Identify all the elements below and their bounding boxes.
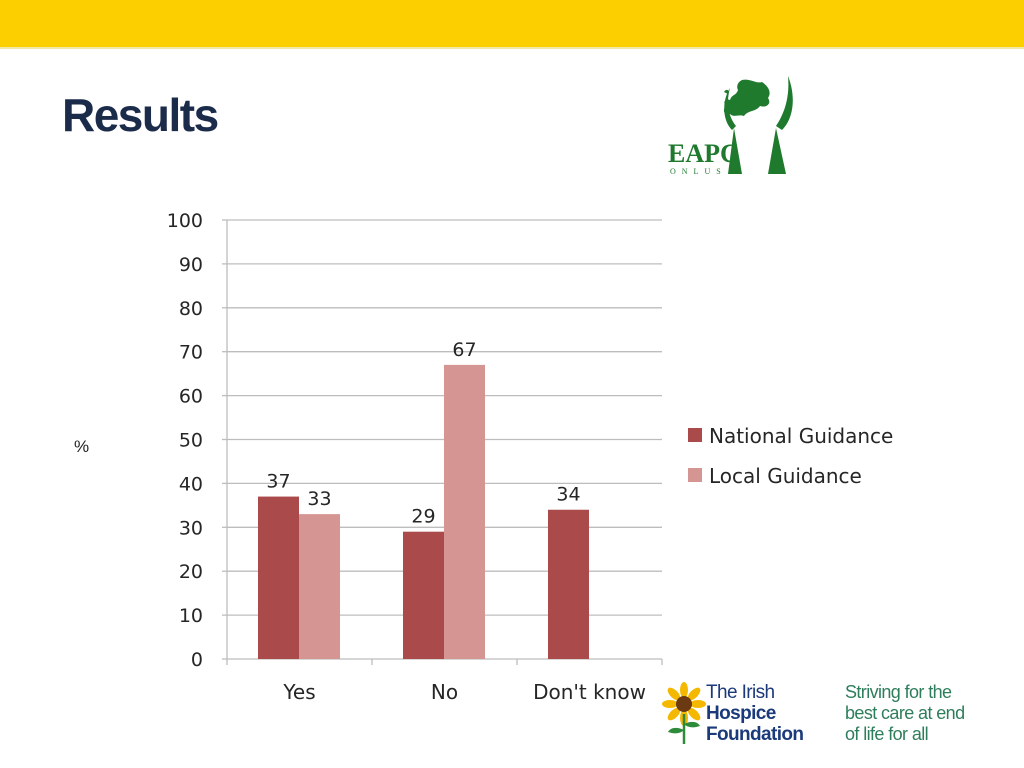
data-label: 37 [266, 471, 290, 493]
legend-label: Local Guidance [709, 464, 862, 488]
data-label: 33 [307, 488, 331, 510]
x-tick-label: No [431, 680, 458, 704]
top-accent-bar-edge [0, 47, 1024, 49]
irish-hospice-foundation-logo: The Irish Hospice Foundation Striving fo… [662, 682, 1002, 752]
x-tick-label: Don't know [533, 680, 646, 704]
data-label: 34 [556, 484, 580, 506]
y-tick-label: 70 [179, 342, 203, 364]
ihf-tagline: Striving for the best care at end of lif… [845, 682, 965, 745]
ihf-name-line1: The Irish [706, 682, 775, 703]
sunflower-icon [662, 682, 706, 746]
bar [258, 496, 299, 659]
ihf-name: The Irish Hospice Foundation [706, 682, 804, 745]
eapc-logo-subtext: ONLUS [670, 167, 727, 176]
ihf-name-line2: Hospice [706, 703, 776, 724]
ihf-name-line3: Foundation [706, 724, 804, 745]
x-tick-label: Yes [282, 680, 315, 704]
y-tick-label: 0 [191, 649, 203, 671]
top-accent-bar [0, 0, 1024, 47]
ihf-tagline-line3: of life for all [845, 724, 929, 744]
eapc-logo-graphic: EAPC ONLUS [668, 76, 793, 176]
bar [403, 531, 444, 659]
legend-swatch [688, 468, 702, 482]
y-tick-label: 10 [179, 605, 203, 627]
slide-title: Results [62, 89, 219, 141]
y-tick-label: 80 [179, 298, 203, 320]
y-tick-label: 40 [179, 473, 203, 495]
data-label: 67 [452, 339, 476, 361]
bar [548, 509, 589, 659]
y-tick-label: 90 [179, 254, 203, 276]
bar [299, 514, 340, 659]
y-tick-label: 100 [167, 210, 203, 232]
y-tick-label: 60 [179, 386, 203, 408]
ihf-tagline-line1: Striving for the [845, 682, 952, 702]
y-tick-label: 20 [179, 561, 203, 583]
eapc-logo: EAPC ONLUS [664, 70, 814, 180]
ihf-tagline-line2: best care at end [845, 703, 965, 723]
legend-swatch [688, 428, 702, 442]
y-axis-unit-label: % [74, 437, 90, 456]
y-tick-label: 50 [179, 430, 203, 452]
legend-label: National Guidance [709, 424, 893, 448]
y-tick-label: 30 [179, 517, 203, 539]
data-label: 29 [411, 506, 435, 528]
eapc-logo-text: EAPC [668, 139, 739, 168]
bar [444, 364, 485, 659]
